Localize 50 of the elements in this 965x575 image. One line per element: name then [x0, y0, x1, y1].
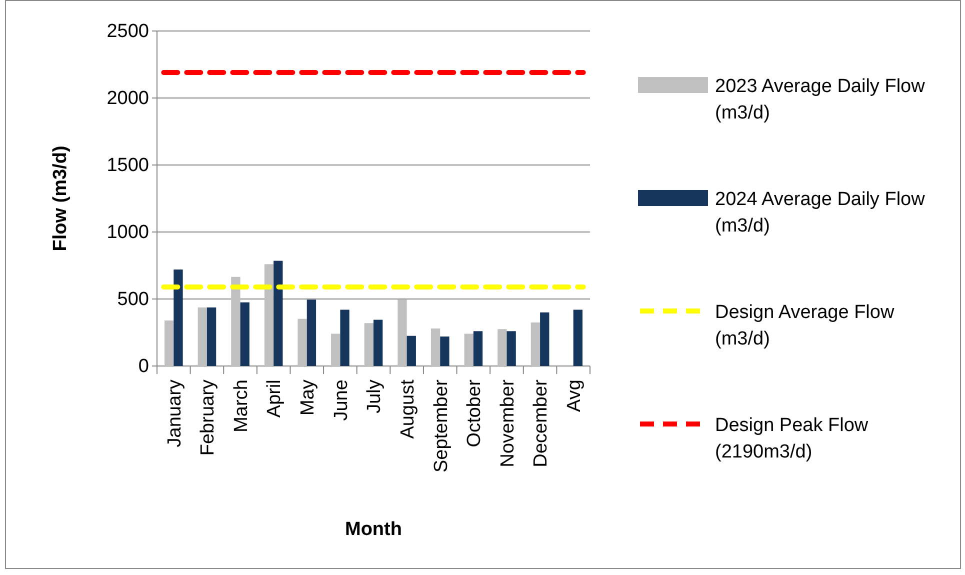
bar [430, 328, 440, 366]
y-axis-title: Flow (m3/d) [50, 146, 71, 252]
bar [198, 307, 207, 366]
bar [498, 329, 507, 366]
bar [298, 318, 307, 366]
legend-label: Design Average Flow (m3/d) [715, 302, 894, 350]
bar [274, 260, 283, 366]
x-tick-label: May [298, 379, 319, 416]
bar [540, 312, 550, 366]
x-tick-label: September [430, 378, 452, 473]
bar [406, 336, 416, 366]
x-tick-label: December [530, 378, 552, 468]
legend-label: Design Peak Flow (2190m3/d) [715, 415, 868, 463]
bar [530, 322, 540, 366]
x-axis-title: Month [345, 519, 402, 540]
y-tick-label: 1500 [106, 155, 149, 176]
x-tick-label: Avg [564, 380, 585, 412]
bar [398, 299, 407, 366]
bar [364, 323, 374, 366]
y-tick-label: 1000 [106, 222, 149, 244]
bar [340, 310, 350, 366]
x-tick-label: July [364, 379, 386, 414]
y-tick-label: 0 [138, 356, 149, 378]
x-tick-label: October [464, 378, 486, 448]
x-tick-label: April [264, 380, 286, 418]
bar [240, 302, 250, 366]
legend-label: 2024 Average Daily Flow (m3/d) [715, 189, 926, 237]
x-tick-label: January [164, 379, 186, 448]
bar [464, 334, 474, 366]
bar [473, 331, 483, 366]
y-tick-label: 500 [117, 289, 149, 310]
y-tick-label: 2000 [106, 88, 149, 110]
x-tick-label: March [230, 380, 252, 432]
bar [306, 300, 316, 366]
bar [164, 320, 174, 366]
bar [264, 264, 274, 366]
bar [206, 307, 216, 366]
x-tick-label: August [397, 378, 418, 439]
legend-label: 2023 Average Daily Flow (m3/d) [715, 76, 926, 124]
x-tick-label: November [497, 378, 518, 468]
bar [231, 276, 240, 366]
x-tick-label: June [330, 380, 352, 421]
bar [331, 334, 340, 366]
y-tick-label: 2500 [106, 21, 149, 42]
bar [573, 310, 583, 366]
bar [174, 270, 183, 366]
x-tick-label: February [198, 379, 219, 456]
bar [374, 320, 383, 366]
bar [440, 336, 450, 366]
bar [506, 331, 516, 366]
